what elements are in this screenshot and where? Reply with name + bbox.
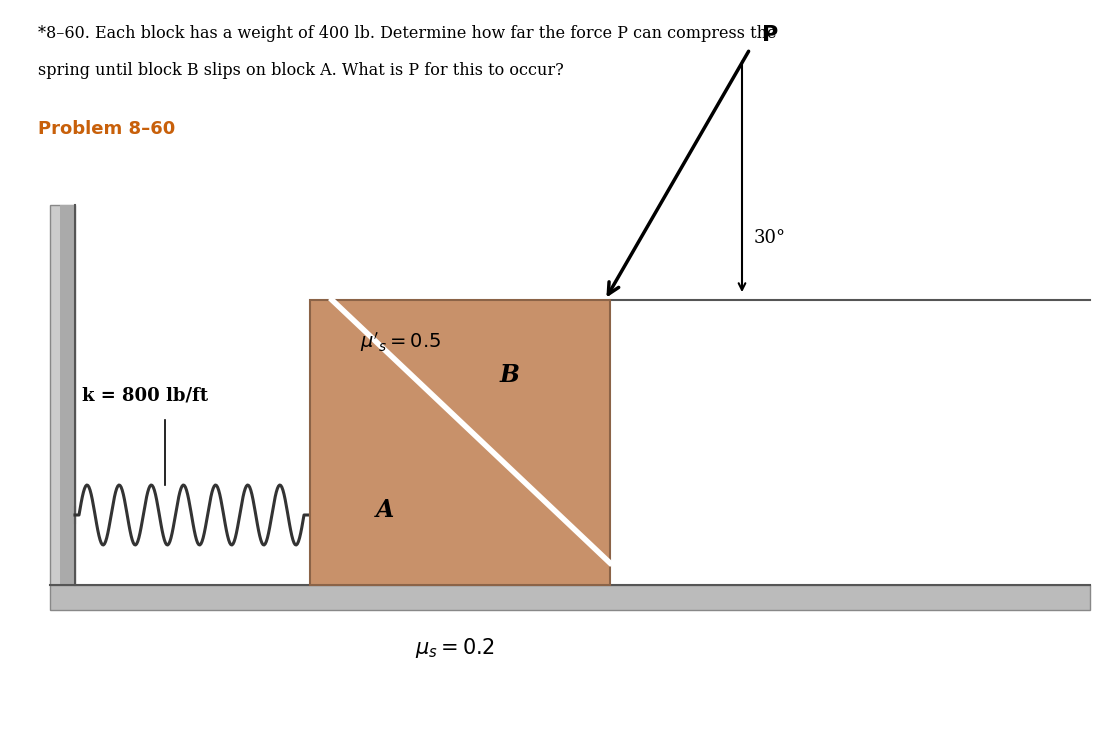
Text: $\mu'_s = 0.5$: $\mu'_s = 0.5$ [360,330,440,354]
Bar [60,205,75,585]
Text: spring until block B slips on block A. What is P for this to occur?: spring until block B slips on block A. W… [38,62,563,79]
Text: B: B [500,363,520,387]
Text: 30°: 30° [754,229,786,247]
Text: k = 800 lb/ft: k = 800 lb/ft [82,386,208,404]
Bar [50,205,75,585]
Text: A: A [376,498,395,522]
Bar [310,300,610,585]
Text: $\mu_s = 0.2$: $\mu_s = 0.2$ [415,636,494,660]
Text: Problem 8–60: Problem 8–60 [38,120,176,138]
Text: P: P [762,25,778,45]
Text: *8–60. Each block has a weight of 400 lb. Determine how far the force P can comp: *8–60. Each block has a weight of 400 lb… [38,25,777,42]
Bar [50,585,1090,610]
